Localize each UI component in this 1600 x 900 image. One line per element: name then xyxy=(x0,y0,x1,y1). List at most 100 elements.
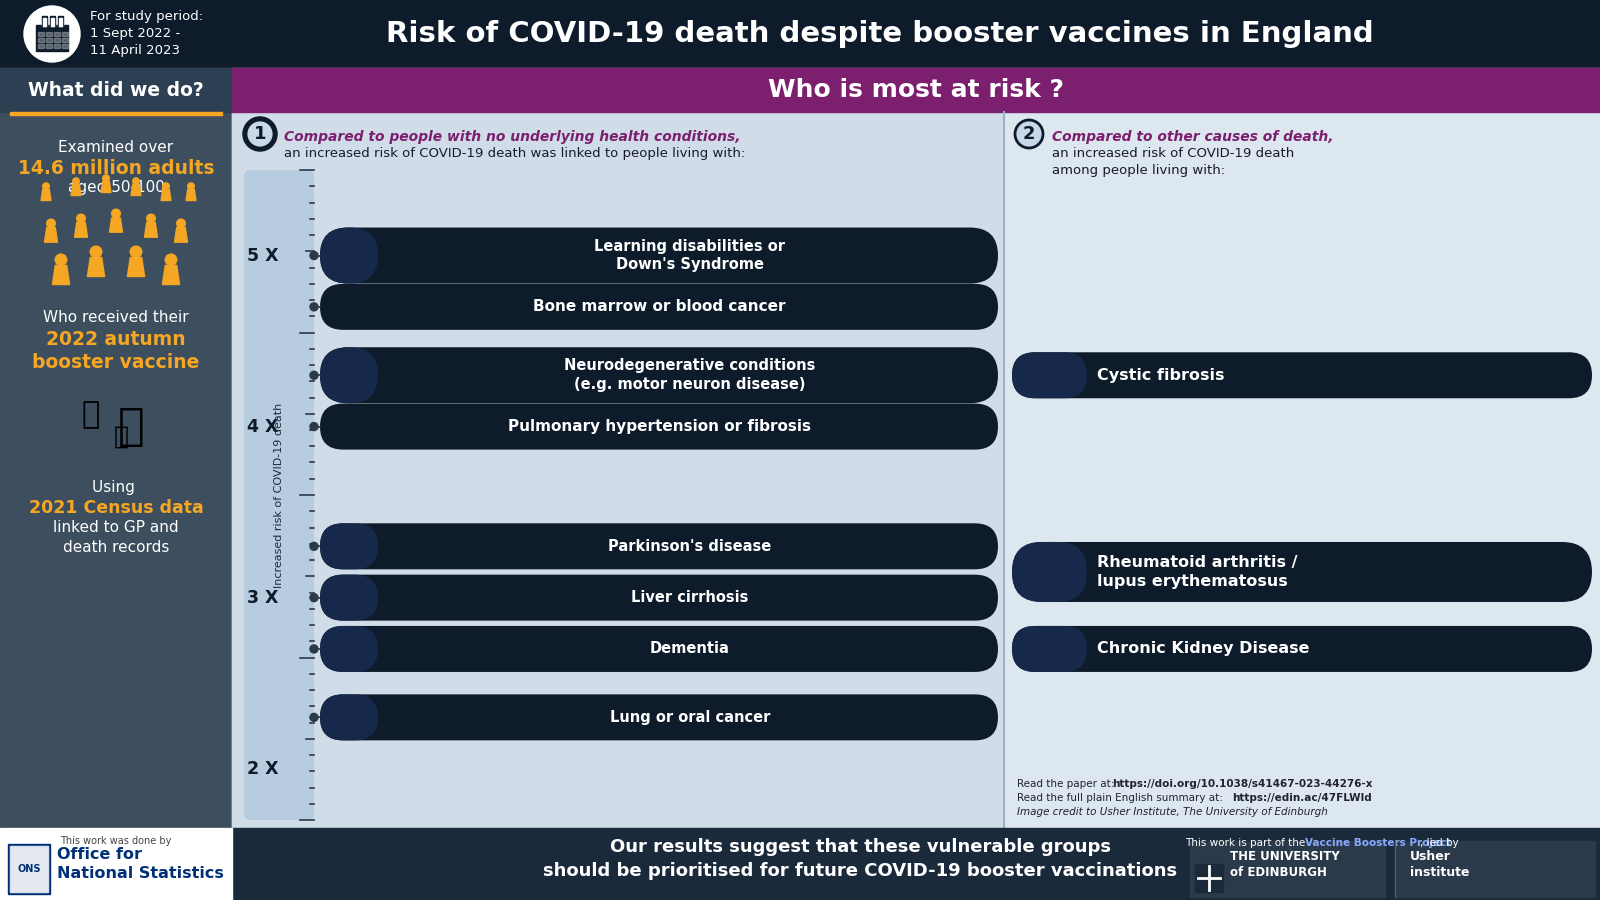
Bar xyxy=(54,32,61,36)
FancyBboxPatch shape xyxy=(320,523,378,570)
Bar xyxy=(0,68,232,112)
Text: Office for
National Statistics: Office for National Statistics xyxy=(58,847,224,881)
FancyBboxPatch shape xyxy=(320,626,998,672)
Circle shape xyxy=(165,254,176,266)
Circle shape xyxy=(1014,120,1043,148)
Bar xyxy=(0,828,1600,900)
Circle shape xyxy=(72,178,80,184)
FancyBboxPatch shape xyxy=(320,347,378,403)
Bar xyxy=(50,16,54,26)
Bar xyxy=(38,38,45,42)
Polygon shape xyxy=(162,190,171,201)
Text: 2021 Census data: 2021 Census data xyxy=(29,499,203,517)
Polygon shape xyxy=(109,218,123,232)
Text: This work was done by: This work was done by xyxy=(61,836,171,846)
Text: Who received their: Who received their xyxy=(43,310,189,325)
Bar xyxy=(43,18,45,26)
FancyBboxPatch shape xyxy=(243,170,314,820)
Text: Pulmonary hypertension or fibrosis: Pulmonary hypertension or fibrosis xyxy=(507,419,811,434)
Circle shape xyxy=(24,6,80,62)
Bar xyxy=(10,112,222,115)
FancyBboxPatch shape xyxy=(320,695,378,741)
Text: 5 X: 5 X xyxy=(246,247,278,265)
Circle shape xyxy=(310,645,318,652)
Text: This work is part of the: This work is part of the xyxy=(1186,838,1309,848)
Bar xyxy=(46,38,51,42)
Circle shape xyxy=(43,183,50,190)
Circle shape xyxy=(112,209,120,218)
Bar xyxy=(38,32,45,36)
Circle shape xyxy=(130,246,142,257)
Text: Examined over: Examined over xyxy=(59,140,173,155)
FancyBboxPatch shape xyxy=(320,284,998,329)
Circle shape xyxy=(310,423,318,430)
Circle shape xyxy=(187,183,194,190)
Text: 2022 autumn
booster vaccine: 2022 autumn booster vaccine xyxy=(32,330,200,373)
Text: 🍁: 🍁 xyxy=(114,425,128,449)
Circle shape xyxy=(246,120,274,148)
Polygon shape xyxy=(42,190,51,201)
Circle shape xyxy=(163,183,170,190)
Text: Image credit to Usher Institute, The University of Edinburgh: Image credit to Usher Institute, The Uni… xyxy=(1018,806,1328,816)
Text: Rheumatoid arthritis /
lupus erythematosus: Rheumatoid arthritis / lupus erythematos… xyxy=(1098,555,1298,589)
Polygon shape xyxy=(131,184,141,195)
FancyBboxPatch shape xyxy=(320,228,998,284)
Text: Lung or oral cancer: Lung or oral cancer xyxy=(610,710,770,724)
Text: Read the paper at:: Read the paper at: xyxy=(1018,778,1118,788)
Circle shape xyxy=(147,214,155,223)
Bar xyxy=(1005,112,1600,828)
Text: Risk of COVID-19 death despite booster vaccines in England: Risk of COVID-19 death despite booster v… xyxy=(386,20,1374,48)
Circle shape xyxy=(77,214,85,223)
Bar xyxy=(10,846,48,892)
Circle shape xyxy=(310,714,318,722)
Text: aged 50-100: aged 50-100 xyxy=(67,180,165,195)
Bar xyxy=(62,44,67,48)
Bar xyxy=(58,16,62,26)
FancyBboxPatch shape xyxy=(1013,542,1086,602)
Text: Increased risk of COVID-19 death: Increased risk of COVID-19 death xyxy=(274,402,285,588)
Text: linked to GP and
death records: linked to GP and death records xyxy=(53,520,179,554)
FancyBboxPatch shape xyxy=(1013,626,1086,672)
Bar xyxy=(46,44,51,48)
Text: ONS: ONS xyxy=(18,864,40,874)
Text: Our results suggest that these vulnerable groups
should be prioritised for futur: Our results suggest that these vulnerabl… xyxy=(542,838,1178,880)
Circle shape xyxy=(90,246,102,257)
Text: an increased risk of COVID-19 death
among people living with:: an increased risk of COVID-19 death amon… xyxy=(1053,147,1294,177)
Circle shape xyxy=(310,594,318,601)
Polygon shape xyxy=(45,228,58,242)
Circle shape xyxy=(133,178,139,184)
Bar xyxy=(1190,841,1386,897)
Polygon shape xyxy=(101,182,110,193)
Text: Liver cirrhosis: Liver cirrhosis xyxy=(632,590,749,605)
Circle shape xyxy=(56,254,67,266)
Bar xyxy=(0,68,232,828)
Text: 3 X: 3 X xyxy=(246,589,278,607)
Text: 2 X: 2 X xyxy=(246,760,278,778)
FancyBboxPatch shape xyxy=(320,228,378,284)
Bar xyxy=(38,44,45,48)
Text: https://edin.ac/47FLWld: https://edin.ac/47FLWld xyxy=(1232,793,1371,803)
Polygon shape xyxy=(88,257,104,276)
Text: 💉: 💉 xyxy=(118,405,144,448)
Bar xyxy=(1395,841,1595,897)
Bar xyxy=(51,18,53,26)
Text: Neurodegenerative conditions
(e.g. motor neuron disease): Neurodegenerative conditions (e.g. motor… xyxy=(565,358,816,392)
Bar xyxy=(50,16,54,26)
Bar xyxy=(232,68,1600,828)
Bar xyxy=(46,32,51,36)
Circle shape xyxy=(310,251,318,259)
Bar xyxy=(62,38,67,42)
Polygon shape xyxy=(53,266,69,284)
Text: THE UNIVERSITY
of EDINBURGH: THE UNIVERSITY of EDINBURGH xyxy=(1230,850,1339,878)
Bar xyxy=(54,44,61,48)
Text: Dementia: Dementia xyxy=(650,642,730,656)
Polygon shape xyxy=(144,223,157,238)
Text: 🍂: 🍂 xyxy=(82,400,101,429)
FancyBboxPatch shape xyxy=(320,574,378,621)
Text: Parkinson's disease: Parkinson's disease xyxy=(608,539,771,554)
Circle shape xyxy=(310,543,318,550)
Bar xyxy=(42,16,46,26)
FancyBboxPatch shape xyxy=(320,347,998,403)
Text: For study period:
1 Sept 2022 -
11 April 2023: For study period: 1 Sept 2022 - 11 April… xyxy=(90,10,203,57)
Text: Cystic fibrosis: Cystic fibrosis xyxy=(1098,368,1224,382)
